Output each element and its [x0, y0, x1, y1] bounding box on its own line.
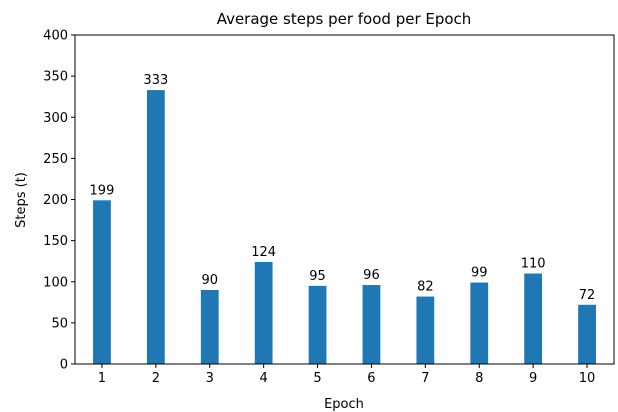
data-label-1: 199	[90, 183, 115, 198]
bar-8	[470, 282, 489, 364]
y-axis-label: Steps (t)	[14, 172, 29, 228]
y-tick-label-50: 50	[51, 316, 68, 331]
x-tick-label-8: 8	[475, 371, 483, 386]
y-tick-label-350: 350	[43, 70, 68, 85]
y-tick-label-400: 400	[43, 29, 68, 44]
x-tick-label-10: 10	[579, 371, 596, 386]
bar-5	[308, 285, 327, 364]
data-label-9: 110	[521, 257, 546, 272]
data-label-3: 90	[201, 273, 218, 288]
data-label-8: 99	[471, 266, 488, 281]
bar-6	[362, 285, 381, 364]
bar-1	[93, 200, 111, 364]
x-tick-label-5: 5	[313, 371, 321, 386]
bar-7	[416, 296, 435, 364]
x-tick-label-7: 7	[421, 371, 429, 386]
x-tick-label-2: 2	[152, 371, 160, 386]
data-label-2: 333	[143, 73, 168, 88]
y-tick-label-150: 150	[43, 234, 68, 249]
bar-4	[254, 262, 273, 364]
data-label-10: 72	[579, 288, 596, 303]
x-axis-label: Epoch	[324, 397, 364, 412]
x-tick-label-4: 4	[260, 371, 268, 386]
bar-3	[200, 289, 219, 364]
x-tick-label-3: 3	[206, 371, 214, 386]
data-label-6: 96	[363, 268, 380, 283]
data-label-5: 95	[309, 269, 326, 284]
y-tick-label-200: 200	[43, 193, 68, 208]
bar-2	[146, 90, 165, 365]
y-tick-label-100: 100	[43, 275, 68, 290]
x-tick-label-6: 6	[367, 371, 375, 386]
bar-10	[578, 304, 596, 364]
data-label-7: 82	[417, 280, 434, 295]
bar-9	[524, 273, 543, 364]
y-tick-label-250: 250	[43, 152, 68, 167]
plot-frame	[74, 34, 615, 365]
data-label-4: 124	[251, 245, 276, 260]
y-tick-label-0: 0	[60, 358, 68, 373]
x-tick-label-1: 1	[98, 371, 106, 386]
chart-title: Average steps per food per Epoch	[217, 10, 472, 28]
x-tick-label-9: 9	[529, 371, 537, 386]
y-tick-label-300: 300	[43, 111, 68, 126]
